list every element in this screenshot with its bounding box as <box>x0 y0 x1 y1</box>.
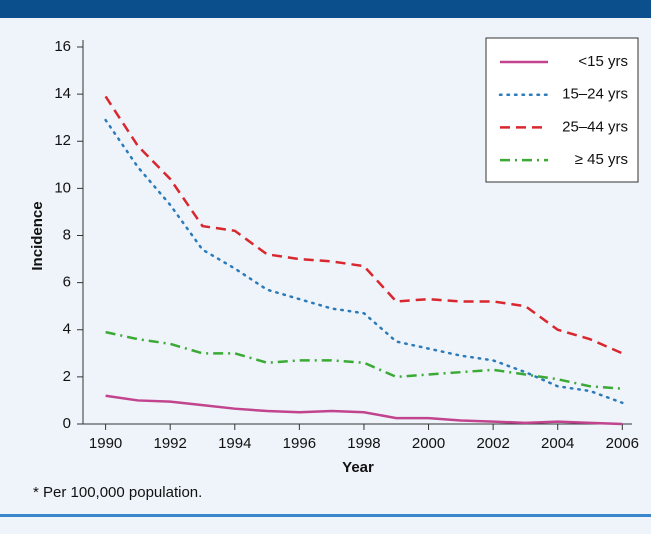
y-tick-label: 2 <box>63 368 71 385</box>
bottom-rule <box>0 514 651 517</box>
x-tick-label: 1990 <box>89 435 122 452</box>
y-tick-label: 0 <box>63 415 71 432</box>
top-band <box>0 0 651 18</box>
x-tick-label: 1996 <box>283 435 316 452</box>
y-tick-label: 12 <box>54 132 71 149</box>
legend-label: ≥ 45 yrs <box>575 151 628 168</box>
x-tick-label: 2006 <box>606 435 639 452</box>
y-tick-label: 16 <box>54 38 71 55</box>
y-tick-label: 14 <box>54 85 71 102</box>
x-tick-label: 2000 <box>412 435 445 452</box>
y-tick-label: 6 <box>63 274 71 291</box>
legend-label: 15–24 yrs <box>562 86 628 103</box>
y-tick-label: 10 <box>54 179 71 196</box>
y-tick-label: 4 <box>63 321 71 338</box>
footnote: * Per 100,000 population. <box>33 484 202 501</box>
x-tick-label: 1994 <box>218 435 251 452</box>
legend-label: <15 yrs <box>578 53 628 70</box>
x-tick-label: 1992 <box>154 435 187 452</box>
y-tick-label: 8 <box>63 226 71 243</box>
x-axis-label: Year <box>342 459 374 476</box>
series-line <box>104 118 624 405</box>
x-tick-label: 1998 <box>347 435 380 452</box>
y-axis-label: Incidence <box>29 201 46 270</box>
x-tick-label: 2004 <box>541 435 574 452</box>
series-line <box>105 394 623 426</box>
series-line <box>105 330 623 390</box>
legend-label: 25–44 yrs <box>562 118 628 135</box>
x-tick-label: 2002 <box>476 435 509 452</box>
